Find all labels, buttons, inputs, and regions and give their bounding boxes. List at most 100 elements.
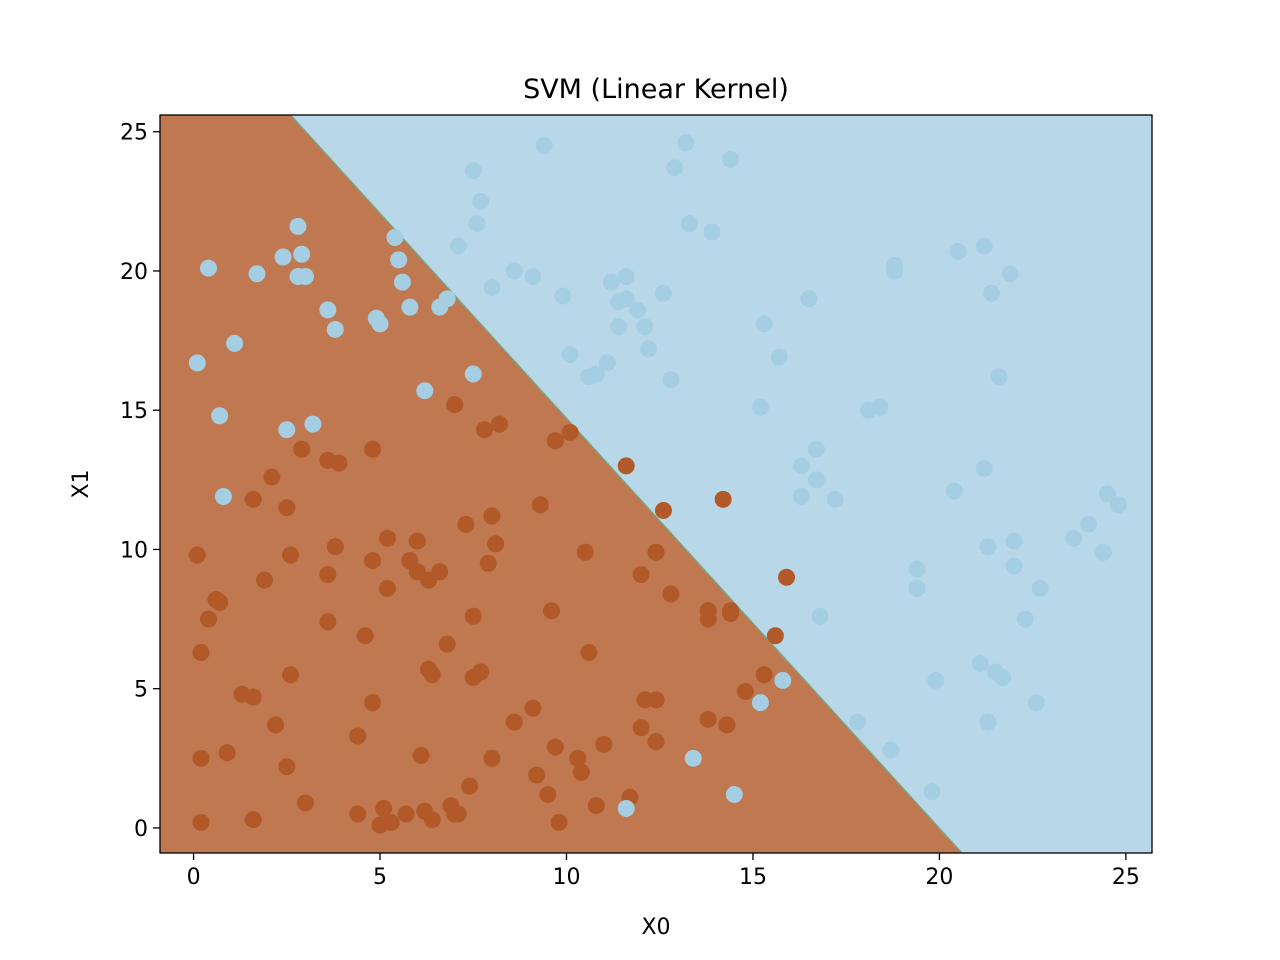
scatter-point-class1 xyxy=(587,365,605,383)
scatter-point-class0 xyxy=(483,507,501,525)
scatter-point-class0 xyxy=(539,786,557,804)
scatter-point-class0 xyxy=(218,744,236,762)
scatter-point-class1 xyxy=(599,354,617,372)
scatter-point-class0 xyxy=(483,749,501,767)
scatter-point-class1 xyxy=(274,248,292,266)
scatter-point-class0 xyxy=(699,710,717,728)
scatter-point-class1 xyxy=(807,440,825,458)
scatter-point-class1 xyxy=(975,460,993,478)
scatter-point-class1 xyxy=(979,713,997,731)
scatter-point-class0 xyxy=(475,421,493,439)
scatter-point-class1 xyxy=(792,457,810,475)
scatter-point-class1 xyxy=(296,268,314,286)
scatter-point-class1 xyxy=(681,215,699,233)
x-axis-ticks: 0 5 10 15 20 25 xyxy=(187,853,1140,890)
scatter-point-class0 xyxy=(479,554,497,572)
scatter-point-class1 xyxy=(1016,610,1034,628)
scatter-point-class1 xyxy=(751,694,769,712)
scatter-point-class0 xyxy=(632,566,650,584)
scatter-point-class0 xyxy=(188,546,206,564)
y-tick-label: 20 xyxy=(120,260,148,285)
scatter-point-class0 xyxy=(199,610,217,628)
scatter-point-class1 xyxy=(211,407,229,425)
scatter-point-class1 xyxy=(554,287,572,305)
scatter-points xyxy=(188,134,1127,834)
scatter-point-class0 xyxy=(528,766,546,784)
scatter-point-class0 xyxy=(330,454,348,472)
scatter-point-class0 xyxy=(408,532,426,550)
scatter-point-class1 xyxy=(371,315,389,333)
scatter-point-class1 xyxy=(983,284,1001,302)
scatter-point-class1 xyxy=(535,137,553,155)
scatter-point-class0 xyxy=(244,490,262,508)
scatter-point-class1 xyxy=(472,192,490,210)
scatter-point-class1 xyxy=(1080,515,1098,533)
scatter-point-class0 xyxy=(255,571,273,589)
scatter-point-class1 xyxy=(617,799,635,817)
scatter-point-class0 xyxy=(278,758,296,776)
scatter-point-class1 xyxy=(468,215,486,233)
scatter-point-class1 xyxy=(826,490,844,508)
scatter-point-class1 xyxy=(464,365,482,383)
scatter-point-class0 xyxy=(457,515,475,533)
scatter-point-class0 xyxy=(662,585,680,603)
scatter-point-class0 xyxy=(654,501,672,519)
scatter-point-class1 xyxy=(278,421,296,439)
x-tick-label: 0 xyxy=(187,865,201,890)
scatter-point-class0 xyxy=(531,496,549,514)
scatter-point-class0 xyxy=(267,716,285,734)
scatter-point-class1 xyxy=(640,340,658,358)
scatter-point-class0 xyxy=(356,627,374,645)
scatter-point-class0 xyxy=(580,643,598,661)
scatter-point-class1 xyxy=(979,538,997,556)
scatter-point-class1 xyxy=(871,398,889,416)
scatter-point-class0 xyxy=(737,682,755,700)
scatter-point-class0 xyxy=(550,813,568,831)
scatter-point-class0 xyxy=(378,529,396,547)
scatter-point-class1 xyxy=(386,229,404,247)
scatter-point-class0 xyxy=(464,607,482,625)
scatter-point-class0 xyxy=(647,733,665,751)
scatter-point-class0 xyxy=(766,627,784,645)
scatter-point-class1 xyxy=(438,290,456,308)
scatter-point-class1 xyxy=(908,579,926,597)
x-tick-label: 5 xyxy=(373,865,387,890)
scatter-point-class0 xyxy=(449,805,467,823)
scatter-point-class0 xyxy=(647,543,665,561)
scatter-point-class0 xyxy=(632,719,650,737)
scatter-point-class1 xyxy=(319,301,337,319)
scatter-point-class0 xyxy=(375,799,393,817)
scatter-point-class1 xyxy=(807,471,825,489)
scatter-point-class0 xyxy=(490,415,508,433)
scatter-point-class1 xyxy=(923,783,941,801)
scatter-point-class0 xyxy=(647,691,665,709)
scatter-point-class0 xyxy=(718,716,736,734)
scatter-point-class1 xyxy=(561,346,579,364)
scatter-point-class1 xyxy=(1065,529,1083,547)
scatter-point-class0 xyxy=(349,805,367,823)
scatter-point-class1 xyxy=(990,368,1008,386)
scatter-point-class1 xyxy=(684,749,702,767)
scatter-point-class0 xyxy=(364,552,382,570)
scatter-point-class1 xyxy=(800,290,818,308)
scatter-point-class0 xyxy=(397,805,415,823)
scatter-point-class1 xyxy=(848,713,866,731)
scatter-point-class1 xyxy=(886,256,904,274)
scatter-point-class0 xyxy=(543,602,561,620)
x-tick-label: 25 xyxy=(1112,865,1140,890)
scatter-point-class0 xyxy=(487,535,505,553)
scatter-point-class1 xyxy=(662,371,680,389)
scatter-point-class0 xyxy=(569,749,587,767)
scatter-point-class1 xyxy=(770,348,788,366)
scatter-point-class0 xyxy=(446,396,464,414)
x-axis-label: X0 xyxy=(641,915,670,940)
scatter-point-class0 xyxy=(263,468,281,486)
scatter-point-class1 xyxy=(199,259,217,277)
scatter-point-class0 xyxy=(192,813,210,831)
y-tick-label: 5 xyxy=(134,678,148,703)
scatter-point-class0 xyxy=(412,747,430,765)
scatter-point-class1 xyxy=(401,298,419,316)
scatter-point-class1 xyxy=(393,273,411,291)
scatter-point-class0 xyxy=(244,688,262,706)
